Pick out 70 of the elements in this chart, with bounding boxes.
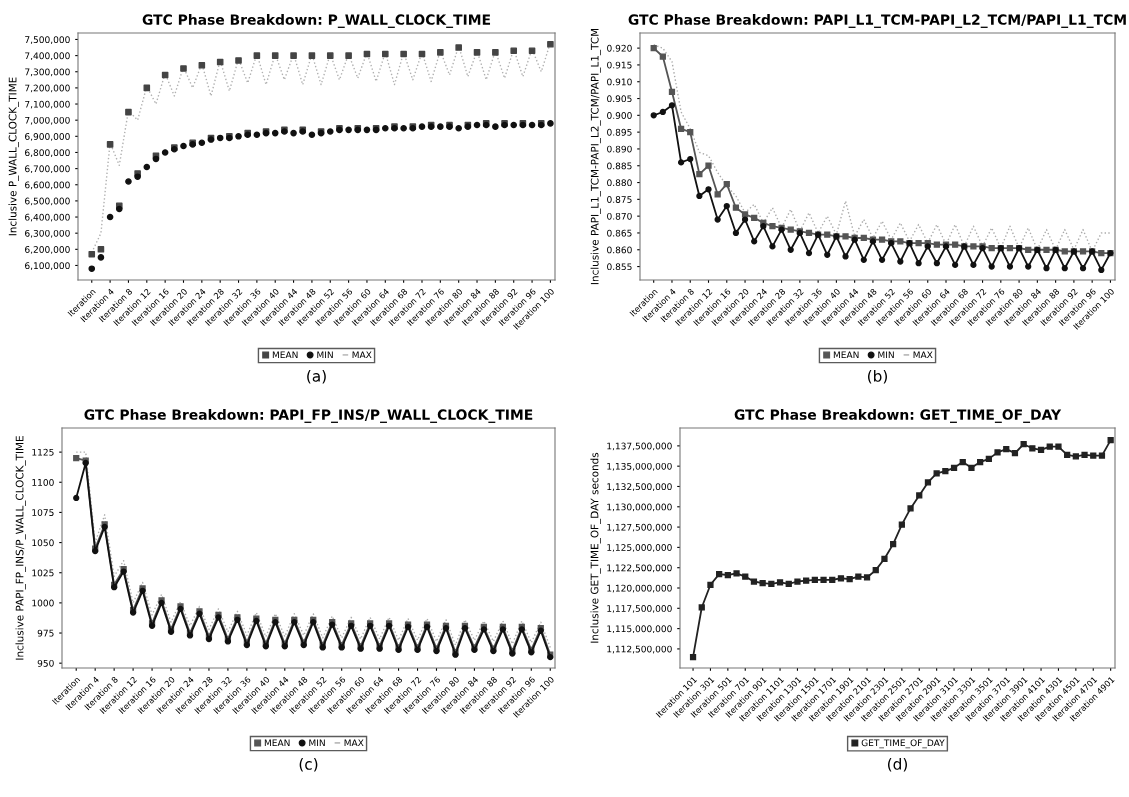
chart-title: GTC Phase Breakdown: PAPI_L1_TCM-PAPI_L2_TCM/PAPI_L1_TCM bbox=[628, 14, 1126, 28]
y-tick-label: 6,100,000 bbox=[25, 262, 70, 270]
y-axis-title: Inclusive PAPI_L1_TCM-PAPI_L2_TCM/PAPI_L1_TCM bbox=[590, 28, 601, 285]
y-tick-label: 1000 bbox=[32, 599, 54, 607]
y-tick-label: 6,600,000 bbox=[25, 181, 70, 190]
legend-label: GET_TIME_OF_DAY bbox=[861, 739, 945, 749]
chart-title: GTC Phase Breakdown: PAPI_FP_INS/P_WALL_CLOCK_TIME bbox=[84, 409, 533, 423]
y-tick-label: 0.855 bbox=[607, 263, 632, 271]
y-tick-label: 1,115,000,000 bbox=[607, 625, 672, 634]
y-tick-label: 0.860 bbox=[607, 246, 632, 254]
y-tick-label: 1,135,000,000 bbox=[607, 462, 672, 471]
y-tick-label: 950 bbox=[37, 659, 54, 667]
y-tick-label: 1,132,500,000 bbox=[607, 483, 672, 491]
text: (b) bbox=[868, 370, 887, 384]
legend-label: MIN bbox=[309, 739, 325, 747]
y-tick-label: 6,300,000 bbox=[25, 229, 70, 238]
y-tick-label: 7,400,000 bbox=[25, 52, 70, 61]
y-tick-label: 1,122,500,000 bbox=[607, 564, 672, 573]
y-tick-label: 6,400,000 bbox=[25, 213, 70, 222]
y-tick-label: 1050 bbox=[32, 539, 54, 547]
y-tick-label: 6,200,000 bbox=[25, 246, 70, 254]
y-tick-label: 6,800,000 bbox=[25, 149, 70, 157]
y-tick-label: 1025 bbox=[32, 569, 54, 577]
y-tick-label: 6,700,000 bbox=[25, 165, 70, 174]
y-tick-label: 0.900 bbox=[607, 112, 632, 119]
y-tick-label: 6,900,000 bbox=[25, 133, 70, 141]
y-tick-label: 1075 bbox=[32, 509, 54, 516]
chart-title: GTC Phase Breakdown: P_WALL_CLOCK_TIME bbox=[142, 14, 491, 28]
y-tick-label: 7,300,000 bbox=[25, 68, 70, 77]
y-tick-label: 7,500,000 bbox=[25, 36, 70, 44]
y-tick-label: 7,100,000 bbox=[25, 100, 70, 109]
y-tick-label: 1,120,000,000 bbox=[607, 584, 672, 593]
y-tick-label: 1,112,500,000 bbox=[607, 645, 672, 654]
y-tick-label: 0.920 bbox=[607, 44, 632, 52]
text: (a) bbox=[307, 370, 326, 384]
text: (c) bbox=[299, 758, 318, 772]
chart-title: GTC Phase Breakdown: GET_TIME_OF_DAY bbox=[734, 409, 1062, 423]
y-tick-label: 0.890 bbox=[607, 145, 632, 153]
y-tick-label: 975 bbox=[37, 629, 54, 637]
legend-label: MAX bbox=[344, 739, 364, 747]
legend-label: MAX bbox=[913, 351, 933, 359]
y-tick-label: 0.915 bbox=[607, 61, 632, 69]
y-tick-label: 1,117,500,000 bbox=[607, 605, 672, 613]
legend-label: MAX bbox=[352, 351, 372, 359]
y-tick-label: 0.865 bbox=[607, 229, 632, 237]
y-tick-label: 0.870 bbox=[607, 212, 632, 220]
y-tick-label: 1,137,500,000 bbox=[607, 442, 672, 451]
legend-label: MEAN bbox=[264, 739, 290, 747]
y-tick-label: 1,127,500,000 bbox=[607, 523, 672, 532]
y-axis-title: Inclusive GET_TIME_OF_DAY seconds bbox=[590, 452, 601, 643]
y-axis-title: Inclusive P_WALL_CLOCK_TIME bbox=[8, 77, 19, 236]
y-tick-label: 0.885 bbox=[607, 162, 632, 170]
legend-label: MIN bbox=[317, 351, 333, 359]
legend-label: MEAN bbox=[272, 351, 298, 359]
y-tick-label: 7,200,000 bbox=[25, 84, 70, 93]
y-tick-label: 0.875 bbox=[607, 196, 632, 203]
y-tick-label: 1,125,000,000 bbox=[607, 544, 672, 552]
text: (d) bbox=[888, 758, 907, 772]
y-tick-label: 0.880 bbox=[607, 179, 632, 187]
legend-label: MIN bbox=[878, 351, 894, 359]
y-tick-label: 0.905 bbox=[607, 95, 632, 103]
y-axis-title: Inclusive PAPI_FP_INS/P_WALL_CLOCK_TIME bbox=[15, 436, 26, 660]
y-tick-label: 0.910 bbox=[607, 78, 632, 86]
y-tick-label: 1125 bbox=[32, 448, 54, 456]
y-tick-label: 6,500,000 bbox=[25, 197, 70, 206]
y-tick-label: 1100 bbox=[32, 479, 54, 486]
y-tick-label: 7,000,000 bbox=[25, 116, 70, 125]
y-tick-label: 1,130,000,000 bbox=[607, 503, 672, 512]
y-tick-label: 0.895 bbox=[607, 128, 632, 136]
legend-label: MEAN bbox=[833, 351, 859, 359]
